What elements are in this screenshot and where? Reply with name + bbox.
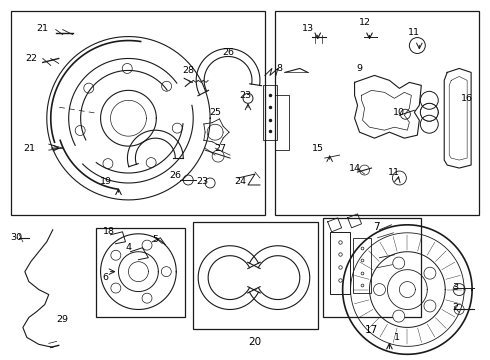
Bar <box>193 222 318 329</box>
Text: 26: 26 <box>169 171 181 180</box>
Text: 22: 22 <box>25 54 37 63</box>
Text: 4: 4 <box>125 243 131 252</box>
Circle shape <box>205 178 215 188</box>
Bar <box>275 95 289 150</box>
Circle shape <box>142 293 152 303</box>
Circle shape <box>75 126 85 135</box>
Text: 19: 19 <box>99 177 112 186</box>
Circle shape <box>373 284 386 296</box>
Text: 23: 23 <box>196 177 208 186</box>
Circle shape <box>142 240 152 250</box>
Circle shape <box>103 159 113 168</box>
Text: 20: 20 <box>248 337 262 347</box>
Text: 14: 14 <box>348 163 361 172</box>
Text: 17: 17 <box>365 325 378 336</box>
Text: 21: 21 <box>37 24 49 33</box>
Text: 5: 5 <box>152 235 158 244</box>
Text: 21: 21 <box>23 144 35 153</box>
Circle shape <box>212 150 224 162</box>
Circle shape <box>243 93 253 103</box>
Text: 18: 18 <box>102 227 115 236</box>
Text: 11: 11 <box>408 28 420 37</box>
Text: 26: 26 <box>222 48 234 57</box>
Text: 9: 9 <box>357 64 363 73</box>
Circle shape <box>111 283 121 293</box>
Bar <box>11 11 265 215</box>
Text: 7: 7 <box>373 222 380 232</box>
Text: 6: 6 <box>102 273 109 282</box>
Text: 24: 24 <box>234 177 246 186</box>
Text: 11: 11 <box>389 167 400 176</box>
Circle shape <box>424 267 436 279</box>
Text: 2: 2 <box>452 303 458 312</box>
Text: 16: 16 <box>461 94 473 103</box>
Text: 23: 23 <box>239 91 251 100</box>
Circle shape <box>393 310 405 322</box>
Text: 8: 8 <box>277 64 283 73</box>
Circle shape <box>172 123 182 133</box>
Text: 28: 28 <box>182 66 194 75</box>
Circle shape <box>424 300 436 312</box>
Text: 29: 29 <box>57 315 69 324</box>
Text: 13: 13 <box>302 24 314 33</box>
Text: 12: 12 <box>359 18 370 27</box>
Circle shape <box>146 158 156 167</box>
Bar <box>263 85 277 140</box>
Bar <box>275 11 479 215</box>
Circle shape <box>162 81 172 91</box>
Circle shape <box>161 267 172 276</box>
Text: 15: 15 <box>312 144 324 153</box>
Bar <box>353 238 370 293</box>
Circle shape <box>84 83 94 93</box>
Circle shape <box>111 250 121 260</box>
Text: 25: 25 <box>209 108 221 117</box>
Circle shape <box>122 63 132 73</box>
Text: 10: 10 <box>393 108 405 117</box>
Text: 1: 1 <box>394 333 400 342</box>
Circle shape <box>183 175 193 185</box>
Text: 3: 3 <box>452 283 458 292</box>
Circle shape <box>393 257 405 269</box>
Bar <box>330 232 349 293</box>
Text: 30: 30 <box>10 233 22 242</box>
Bar <box>323 218 421 318</box>
Text: 27: 27 <box>214 144 226 153</box>
Bar <box>96 228 185 318</box>
